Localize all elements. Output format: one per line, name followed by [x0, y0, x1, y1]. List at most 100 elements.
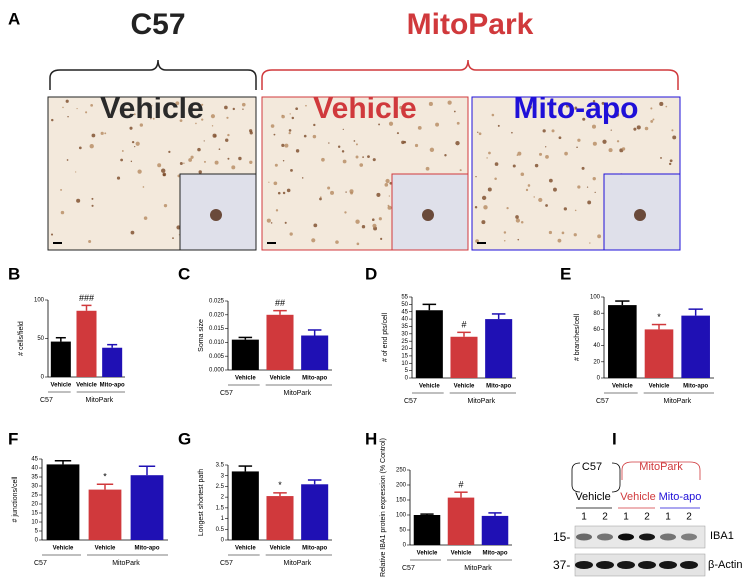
cell [290, 168, 293, 172]
cell [341, 150, 345, 153]
y-tick-label: 15 [401, 353, 408, 359]
y-tick-label: 1 [221, 516, 225, 522]
cell [395, 114, 398, 117]
cell [533, 196, 535, 198]
cell [481, 195, 487, 201]
cell [566, 114, 569, 117]
group-label: C57 [34, 560, 47, 567]
y-tick-label: 20 [593, 359, 600, 365]
cell [157, 163, 162, 168]
treatment-label: Vehicle [575, 491, 610, 503]
cell [576, 146, 578, 149]
y-tick-label: 0.025 [209, 299, 225, 305]
cell [313, 123, 316, 127]
cell [282, 191, 286, 195]
cell [161, 168, 166, 173]
group-title: MitoPark [407, 8, 534, 41]
band [639, 533, 655, 541]
marker-label: 37- [553, 558, 570, 572]
cell [130, 160, 133, 163]
cell [175, 101, 180, 106]
cell [517, 151, 522, 156]
annotation: # [461, 320, 466, 330]
cell [478, 132, 482, 136]
cell [288, 131, 291, 135]
cell [104, 132, 107, 135]
cell [388, 195, 390, 197]
bar [88, 489, 122, 540]
cell [133, 113, 136, 116]
cell [295, 107, 299, 111]
cell [388, 121, 394, 126]
group-label: MitoPark [284, 560, 312, 567]
cell [210, 114, 216, 119]
cell [183, 162, 185, 164]
cell [477, 131, 479, 133]
western-blot: I C57 MitoPark Vehicle Vehicle Mito-apo … [553, 429, 742, 577]
cell [60, 188, 63, 191]
cell [274, 163, 278, 167]
y-tick-label: 45 [401, 309, 408, 315]
cell [232, 107, 235, 111]
treatment-label: Vehicle [620, 491, 655, 503]
cell [344, 211, 347, 214]
band [638, 561, 656, 569]
x-tick-label: Vehicle [76, 383, 97, 389]
y-tick-label: 0.015 [209, 326, 225, 332]
lane-label: 1 [581, 512, 587, 523]
cell [594, 191, 596, 194]
band [596, 561, 614, 569]
band [576, 533, 592, 541]
cell [545, 204, 548, 207]
x-tick-label: Mito-apo [135, 546, 160, 552]
cell [288, 129, 292, 132]
cell [319, 196, 322, 199]
cell [548, 178, 553, 183]
cell [601, 101, 605, 105]
cell [428, 101, 433, 107]
cell [152, 117, 155, 120]
cell [312, 134, 317, 139]
cell [50, 233, 54, 236]
bar [301, 484, 329, 540]
y-tick-label: 0 [221, 538, 225, 544]
x-tick-label: Vehicle [419, 384, 440, 390]
y-tick-label: 0.005 [209, 354, 225, 360]
cell [286, 188, 291, 193]
bar [266, 314, 294, 370]
cell [435, 122, 440, 127]
y-tick-label: 3 [221, 473, 225, 479]
group-label: C57 [402, 565, 415, 572]
bar [608, 305, 637, 378]
cell [589, 242, 591, 244]
cell [548, 230, 553, 235]
x-tick-label: Mito-apo [683, 384, 708, 390]
y-axis-label: # of end pts/cell [382, 313, 389, 362]
cell [372, 158, 376, 162]
bar [231, 339, 259, 370]
cell [621, 147, 626, 151]
cell [270, 124, 275, 128]
y-tick-label: 55 [401, 295, 408, 301]
group-title: C57 [130, 8, 185, 41]
cell [313, 223, 318, 228]
cell [78, 146, 82, 150]
y-tick-label: 10 [401, 361, 408, 367]
cell [561, 231, 565, 235]
cell [353, 140, 356, 142]
cell [134, 145, 136, 148]
cell [51, 118, 54, 122]
y-tick-label: 250 [396, 468, 407, 474]
x-tick-label: Vehicle [454, 384, 475, 390]
cell [188, 158, 193, 162]
cell [602, 139, 607, 144]
image-label: Vehicle [100, 92, 203, 125]
cell [591, 124, 597, 129]
cell [203, 160, 206, 163]
cell [668, 162, 672, 166]
cell [659, 101, 664, 107]
y-tick-label: 5 [405, 368, 409, 374]
brace [261, 59, 679, 90]
cell [218, 148, 221, 151]
